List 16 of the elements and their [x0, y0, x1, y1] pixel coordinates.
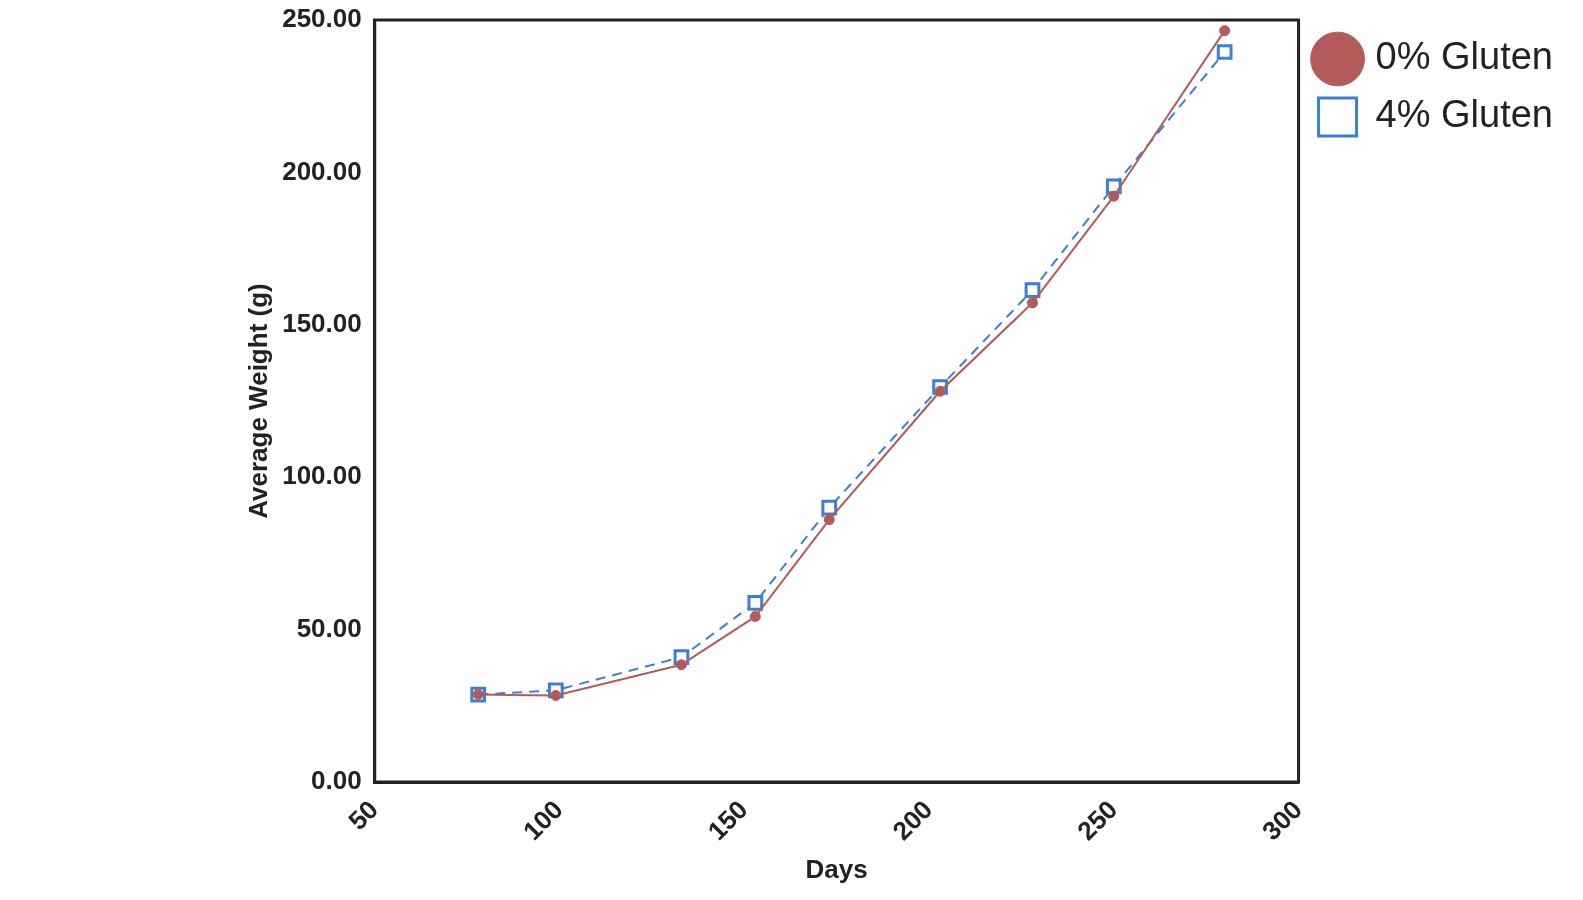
y-axis-title: Average Weight (g) — [242, 283, 273, 519]
x-tick-label: 300 — [1255, 794, 1308, 847]
legend-label: 4% Gluten — [1375, 93, 1554, 136]
y-tick-label: 50.00 — [296, 612, 362, 643]
x-tick-label: 250 — [1071, 794, 1124, 847]
y-tick-label: 100.00 — [282, 460, 362, 491]
y-tick-label: 200.00 — [282, 155, 362, 186]
legend-label: 0% Gluten — [1375, 35, 1554, 78]
y-tick-label: 0.00 — [311, 765, 362, 796]
y-tick-label: 250.00 — [282, 3, 362, 34]
x-tick-label: 200 — [886, 794, 939, 847]
x-tick-label: 50 — [342, 794, 385, 836]
y-tick-label: 150.00 — [282, 308, 362, 338]
x-tick-label: 150 — [701, 794, 754, 847]
x-axis-title: Days — [805, 853, 868, 884]
x-tick-label: 100 — [516, 794, 569, 847]
